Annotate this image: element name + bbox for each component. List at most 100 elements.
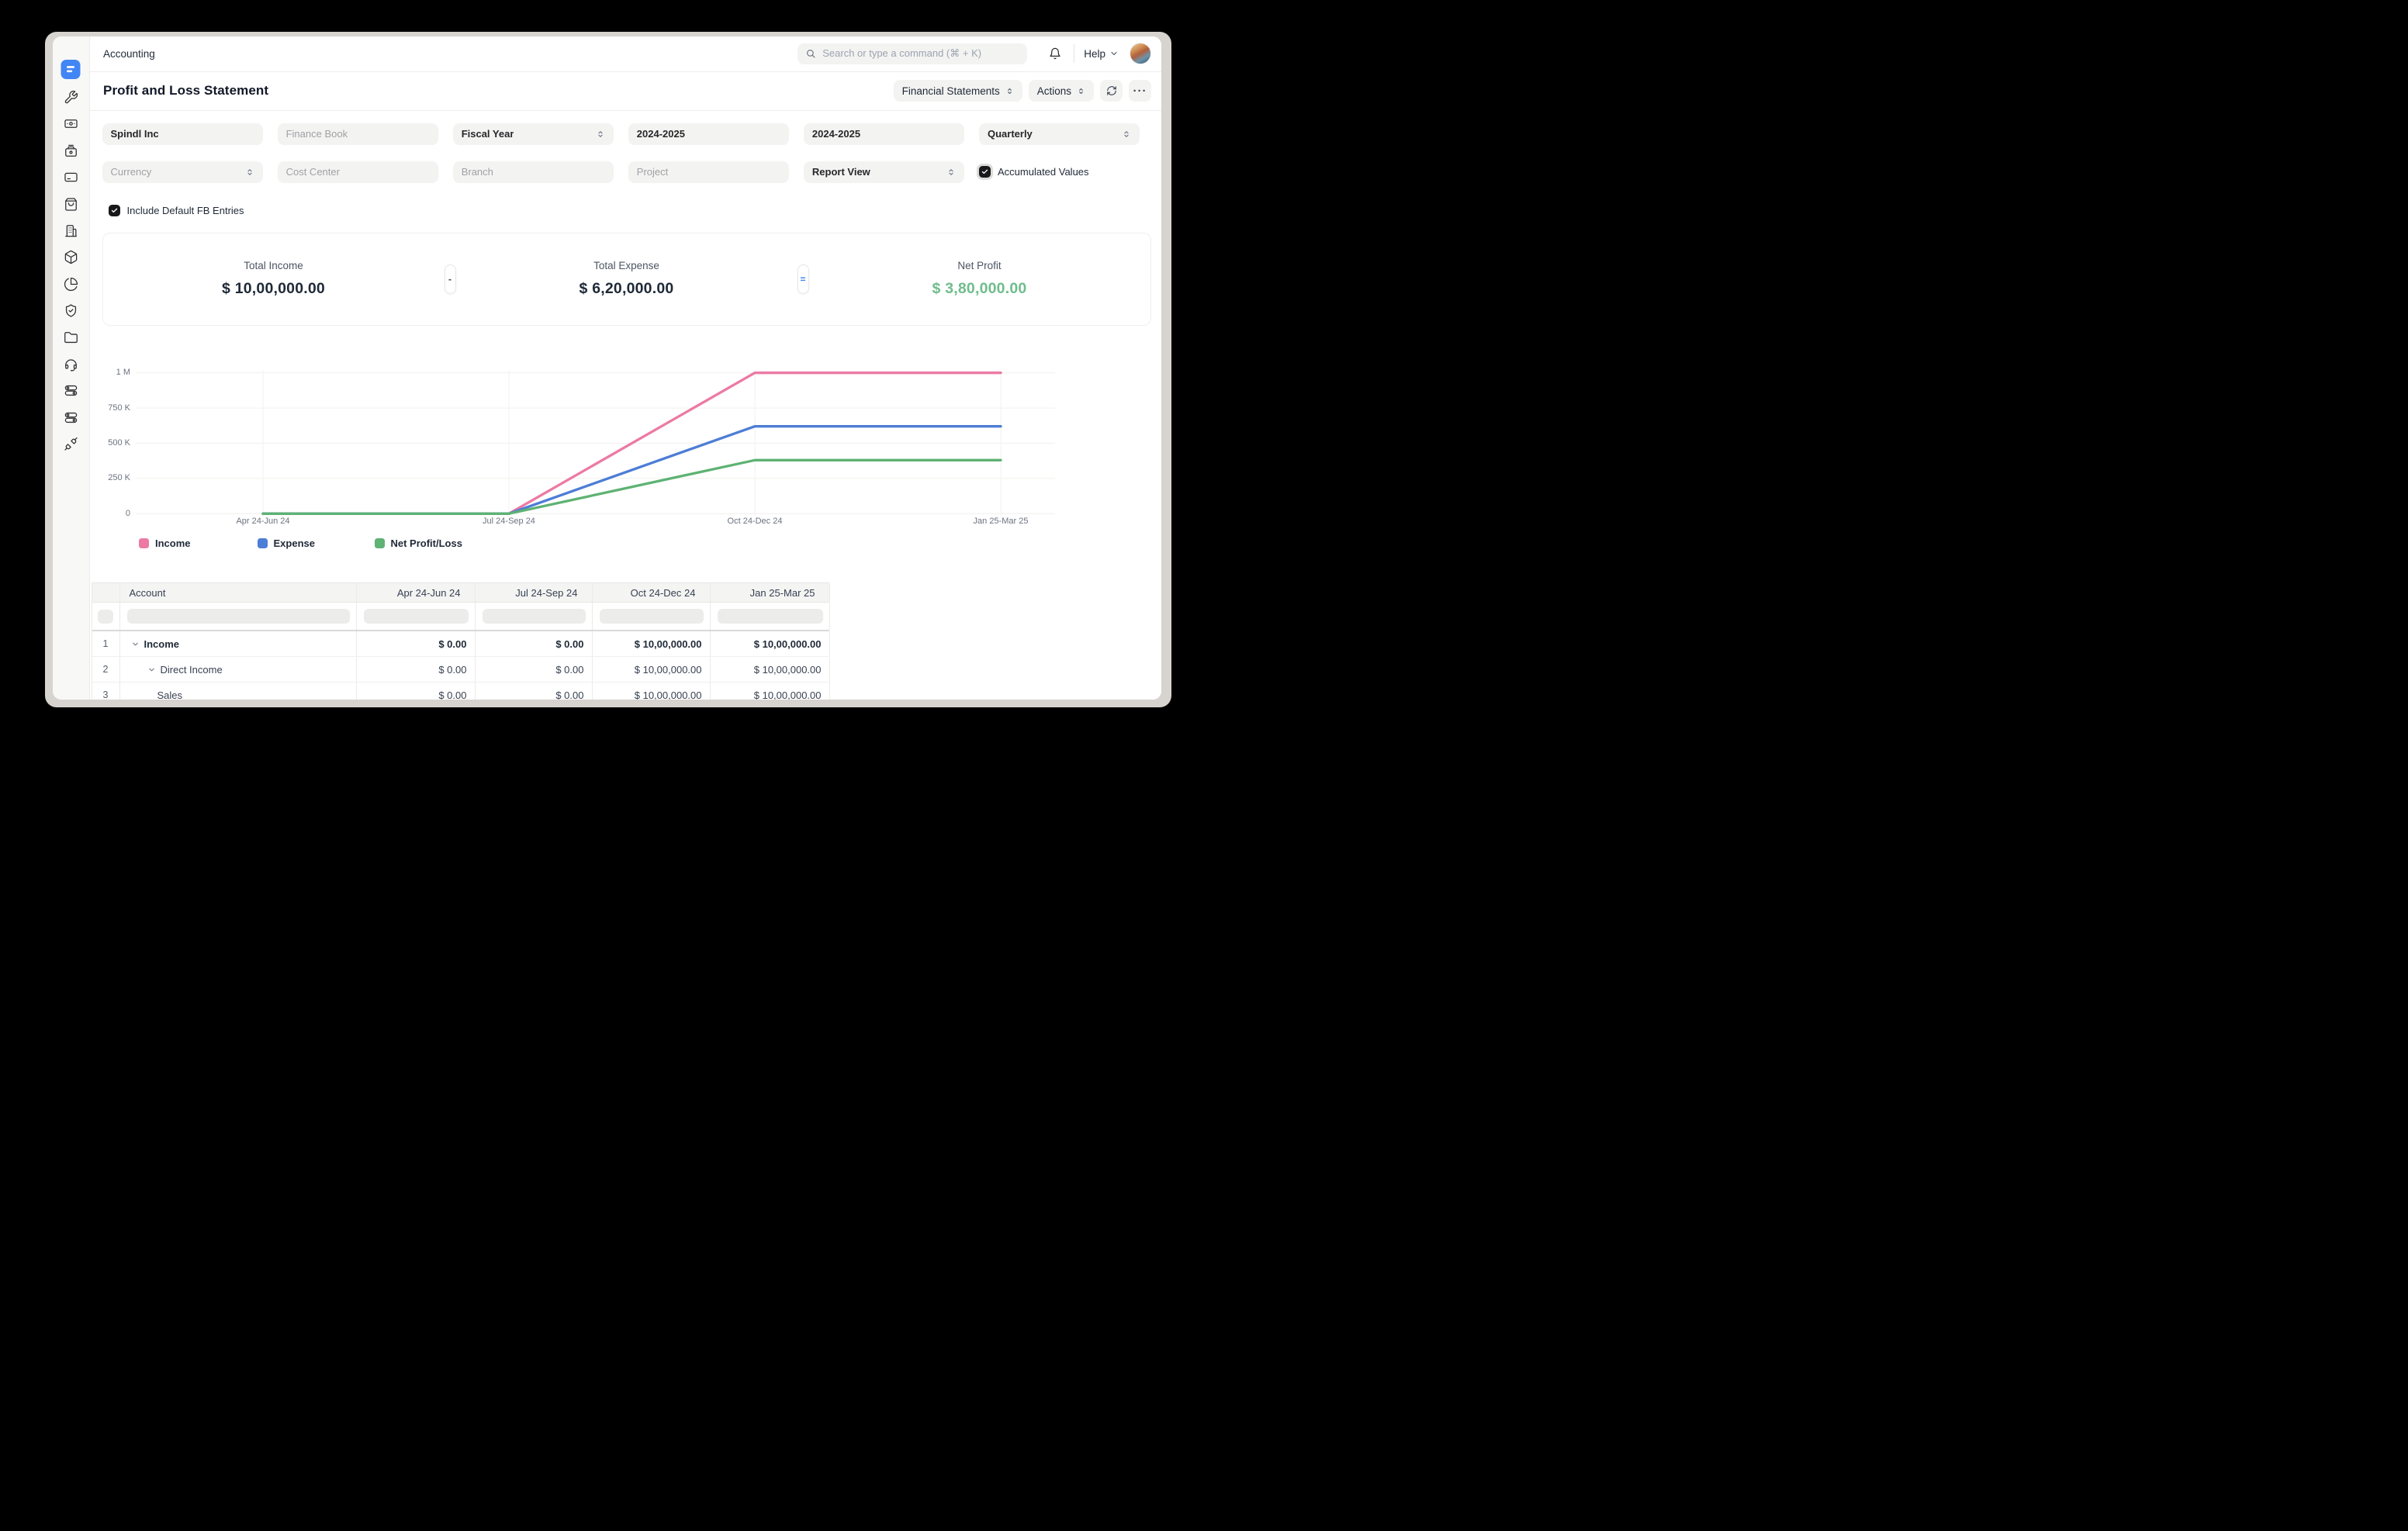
y-axis-tick: 1 M bbox=[116, 368, 130, 378]
table-filter-input[interactable] bbox=[717, 609, 823, 624]
page-header: Profit and Loss Statement Financial Stat… bbox=[89, 72, 1161, 111]
folder-icon[interactable] bbox=[63, 330, 79, 346]
toggles-alt-icon[interactable] bbox=[63, 410, 79, 426]
plug-icon[interactable] bbox=[63, 436, 79, 452]
amount-cell: $ 10,00,000.00 bbox=[711, 657, 830, 682]
column-header[interactable]: Apr 24-Jun 24 bbox=[357, 583, 476, 602]
minus-operator: - bbox=[444, 264, 456, 294]
tools-icon[interactable] bbox=[63, 89, 79, 105]
topbar-right: Search or type a command (⌘ + K) Help bbox=[797, 43, 1151, 65]
sidebar-icon-rail bbox=[53, 89, 89, 452]
toggles-icon[interactable] bbox=[63, 382, 79, 399]
chevron-up-down-icon bbox=[596, 130, 605, 139]
search-input[interactable]: Search or type a command (⌘ + K) bbox=[797, 43, 1028, 64]
amount-cell: $ 10,00,000.00 bbox=[593, 683, 711, 700]
table-filter-input[interactable] bbox=[97, 609, 113, 624]
table-header-row: Account Apr 24-Jun 24 Jul 24-Sep 24 Oct 24-… bbox=[92, 582, 830, 603]
more-options-button[interactable]: ··· bbox=[1129, 80, 1151, 102]
filters-row-2: Currency Cost Center Branch Project Report V… bbox=[102, 161, 1140, 183]
column-header[interactable]: Oct 24-Dec 24 bbox=[593, 583, 711, 602]
refresh-button[interactable] bbox=[1100, 80, 1123, 102]
column-header[interactable]: Jul 24-Sep 24 bbox=[476, 583, 593, 602]
chevron-up-down-icon bbox=[946, 168, 956, 177]
building-icon[interactable] bbox=[63, 223, 79, 239]
table-row-direct-income[interactable]: 2 Direct Income $ 0.00 $ 0.00 $ 10,00,000.00… bbox=[92, 657, 830, 683]
period-basis-select-text: Fiscal Year bbox=[461, 128, 514, 140]
account-name: Income bbox=[144, 638, 180, 650]
to-fiscal-year-filter[interactable]: 2024-2025 bbox=[803, 123, 965, 145]
equals-operator: = bbox=[797, 264, 809, 294]
periodicity-select[interactable]: Quarterly bbox=[978, 123, 1140, 145]
from-fiscal-year-filter[interactable]: 2024-2025 bbox=[628, 123, 790, 145]
summary-value: $ 10,00,000.00 bbox=[222, 280, 325, 297]
amount-cell: $ 0.00 bbox=[357, 631, 476, 656]
finance-book-filter[interactable]: Finance Book bbox=[277, 123, 439, 145]
table-filter-input[interactable] bbox=[482, 609, 586, 624]
report-view-select[interactable]: Report View bbox=[803, 161, 965, 183]
account-name: Sales bbox=[157, 689, 183, 700]
x-axis-tick: Jul 24-Sep 24 bbox=[483, 517, 535, 526]
legend-label: Expense bbox=[273, 537, 315, 549]
search-placeholder: Search or type a command (⌘ + K) bbox=[822, 47, 982, 60]
row-number: 1 bbox=[92, 631, 120, 656]
company-filter[interactable]: Spindl Inc bbox=[102, 123, 263, 145]
legend-swatch bbox=[374, 537, 385, 548]
actions-label: Actions bbox=[1036, 85, 1071, 97]
account-cell: Sales bbox=[120, 683, 357, 700]
legend-label: Income bbox=[155, 537, 191, 549]
shopping-bag-icon[interactable] bbox=[63, 196, 79, 213]
amount-cell: $ 10,00,000.00 bbox=[711, 683, 830, 700]
column-header[interactable]: Jan 25-Mar 25 bbox=[711, 583, 830, 602]
workspace-title: Accounting bbox=[103, 47, 155, 60]
y-axis-tick: 250 K bbox=[108, 473, 130, 483]
table-filter-input[interactable] bbox=[126, 609, 350, 624]
financial-statements-dropdown[interactable]: Financial Statements bbox=[893, 80, 1022, 102]
cost-center-filter[interactable]: Cost Center bbox=[277, 161, 439, 183]
user-avatar[interactable] bbox=[1130, 43, 1151, 65]
payments-icon[interactable] bbox=[63, 116, 79, 132]
search-icon bbox=[807, 50, 815, 58]
legend-item: Net Profit/Loss bbox=[374, 537, 462, 549]
ellipsis-icon: ··· bbox=[1133, 84, 1147, 98]
table-row-income[interactable]: 1 Income $ 0.00 $ 0.00 $ 10,00,000.00 $ 10,00… bbox=[92, 631, 830, 657]
shield-check-icon[interactable] bbox=[63, 302, 79, 319]
chevron-down-icon[interactable] bbox=[147, 665, 156, 674]
notifications-button[interactable] bbox=[1044, 43, 1066, 64]
y-axis-tick: 750 K bbox=[108, 403, 130, 413]
account-name: Direct Income bbox=[160, 663, 223, 676]
y-axis-tick: 500 K bbox=[108, 438, 130, 448]
account-cell: Income bbox=[120, 631, 357, 656]
page-title: Profit and Loss Statement bbox=[103, 83, 269, 98]
chevron-up-down-icon bbox=[1079, 88, 1083, 94]
erpnext-logo[interactable] bbox=[61, 60, 81, 79]
package-icon[interactable] bbox=[63, 249, 79, 265]
include-default-fb-checkbox[interactable] bbox=[108, 204, 120, 216]
period-basis-select[interactable]: Fiscal Year bbox=[452, 123, 614, 145]
actions-dropdown[interactable]: Actions bbox=[1028, 80, 1094, 102]
column-header[interactable]: Account bbox=[120, 583, 357, 602]
chevron-down-icon[interactable] bbox=[131, 640, 140, 648]
project-filter-text: Project bbox=[636, 166, 669, 178]
include-default-fb-row: Include Default FB Entries bbox=[108, 204, 244, 216]
table-filter-input[interactable] bbox=[599, 609, 704, 624]
amount-cell: $ 0.00 bbox=[476, 657, 593, 682]
table-row-sales[interactable]: 3 Sales $ 0.00 $ 0.00 $ 10,00,000.00 $ 10,00,… bbox=[92, 683, 830, 700]
accumulated-values-checkbox[interactable] bbox=[978, 166, 991, 178]
headset-icon[interactable] bbox=[63, 356, 79, 372]
accumulated-values-checkbox: Accumulated Values bbox=[978, 161, 1140, 183]
amount-cell: $ 10,00,000.00 bbox=[593, 657, 711, 682]
branch-filter[interactable]: Branch bbox=[452, 161, 614, 183]
y-axis-tick: 0 bbox=[125, 508, 130, 518]
project-filter[interactable]: Project bbox=[628, 161, 790, 183]
x-axis-tick: Apr 24-Jun 24 bbox=[236, 517, 290, 526]
pie-chart-icon[interactable] bbox=[63, 276, 79, 292]
from-fiscal-year-filter-text: 2024-2025 bbox=[636, 128, 685, 140]
table-filter-input[interactable] bbox=[363, 609, 469, 624]
cash-register-icon[interactable] bbox=[63, 143, 79, 159]
currency-select[interactable]: Currency bbox=[102, 161, 263, 183]
accumulated-values-checkbox-label: Accumulated Values bbox=[997, 166, 1089, 178]
amount-cell: $ 0.00 bbox=[357, 683, 476, 700]
summary-label: Total Expense bbox=[593, 260, 659, 271]
credit-card-icon[interactable] bbox=[63, 169, 79, 185]
help-menu[interactable]: Help bbox=[1084, 48, 1119, 60]
